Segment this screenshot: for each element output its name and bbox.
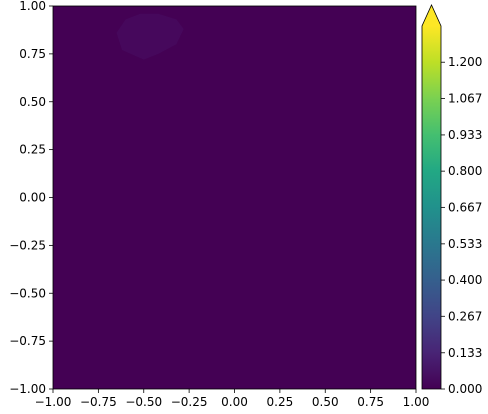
y-tick-label: −0.75 — [9, 334, 46, 348]
x-tick-label: 0.50 — [312, 395, 339, 409]
y-tick-label: −0.25 — [9, 238, 46, 252]
colorbar-tick-label: 1.067 — [448, 91, 482, 105]
y-tick-label: −1.00 — [9, 382, 46, 396]
colorbar-gradient — [422, 26, 441, 389]
plot-area — [52, 5, 417, 390]
colorbar-tick-label: 0.400 — [448, 273, 482, 287]
y-axis: 1.00 0.75 0.50 0.25 0.00 −0.25 −0.50 −0.75 −1.00 — [9, 0, 53, 396]
colorbar-tick-label: 0.800 — [448, 164, 482, 178]
colorbar-tick-label: 1.200 — [448, 55, 482, 69]
y-tick-label: 1.00 — [19, 0, 46, 13]
heatmap-feature-faint-blob — [116, 13, 184, 60]
y-tick-label: 0.00 — [19, 191, 46, 205]
colorbar: 0.000 0.133 0.267 0.400 0.533 0.667 0.800 0.933… — [421, 4, 482, 396]
x-tick-label: −0.75 — [80, 395, 117, 409]
heatmap-field — [53, 6, 416, 389]
y-tick-label: −0.50 — [9, 286, 46, 300]
y-tick-label: 0.25 — [19, 143, 46, 157]
x-tick-label: 0.00 — [221, 395, 248, 409]
x-tick-label: −0.50 — [125, 395, 162, 409]
colorbar-tick-label: 0.267 — [448, 309, 482, 323]
x-tick-label: −0.25 — [171, 395, 208, 409]
colorbar-tick-label: 0.000 — [448, 382, 482, 396]
x-tick-label: 1.00 — [403, 395, 430, 409]
colorbar-outline — [421, 4, 442, 390]
colorbar-extend-arrow — [422, 5, 441, 26]
x-tick-label: 0.75 — [357, 395, 384, 409]
x-tick-label: 0.25 — [267, 395, 294, 409]
x-tick-label: −1.00 — [35, 395, 72, 409]
y-tick-label: 0.75 — [19, 47, 46, 61]
x-axis: −1.00 −0.75 −0.50 −0.25 0.00 0.25 0.50 0.75 1.00 — [35, 389, 430, 409]
colorbar-tick-label: 0.667 — [448, 200, 482, 214]
colorbar-tick-label: 0.133 — [448, 346, 482, 360]
colorbar-tick-label: 0.933 — [448, 128, 482, 142]
colorbar-tick-label: 0.533 — [448, 237, 482, 251]
y-tick-label: 0.50 — [19, 95, 46, 109]
